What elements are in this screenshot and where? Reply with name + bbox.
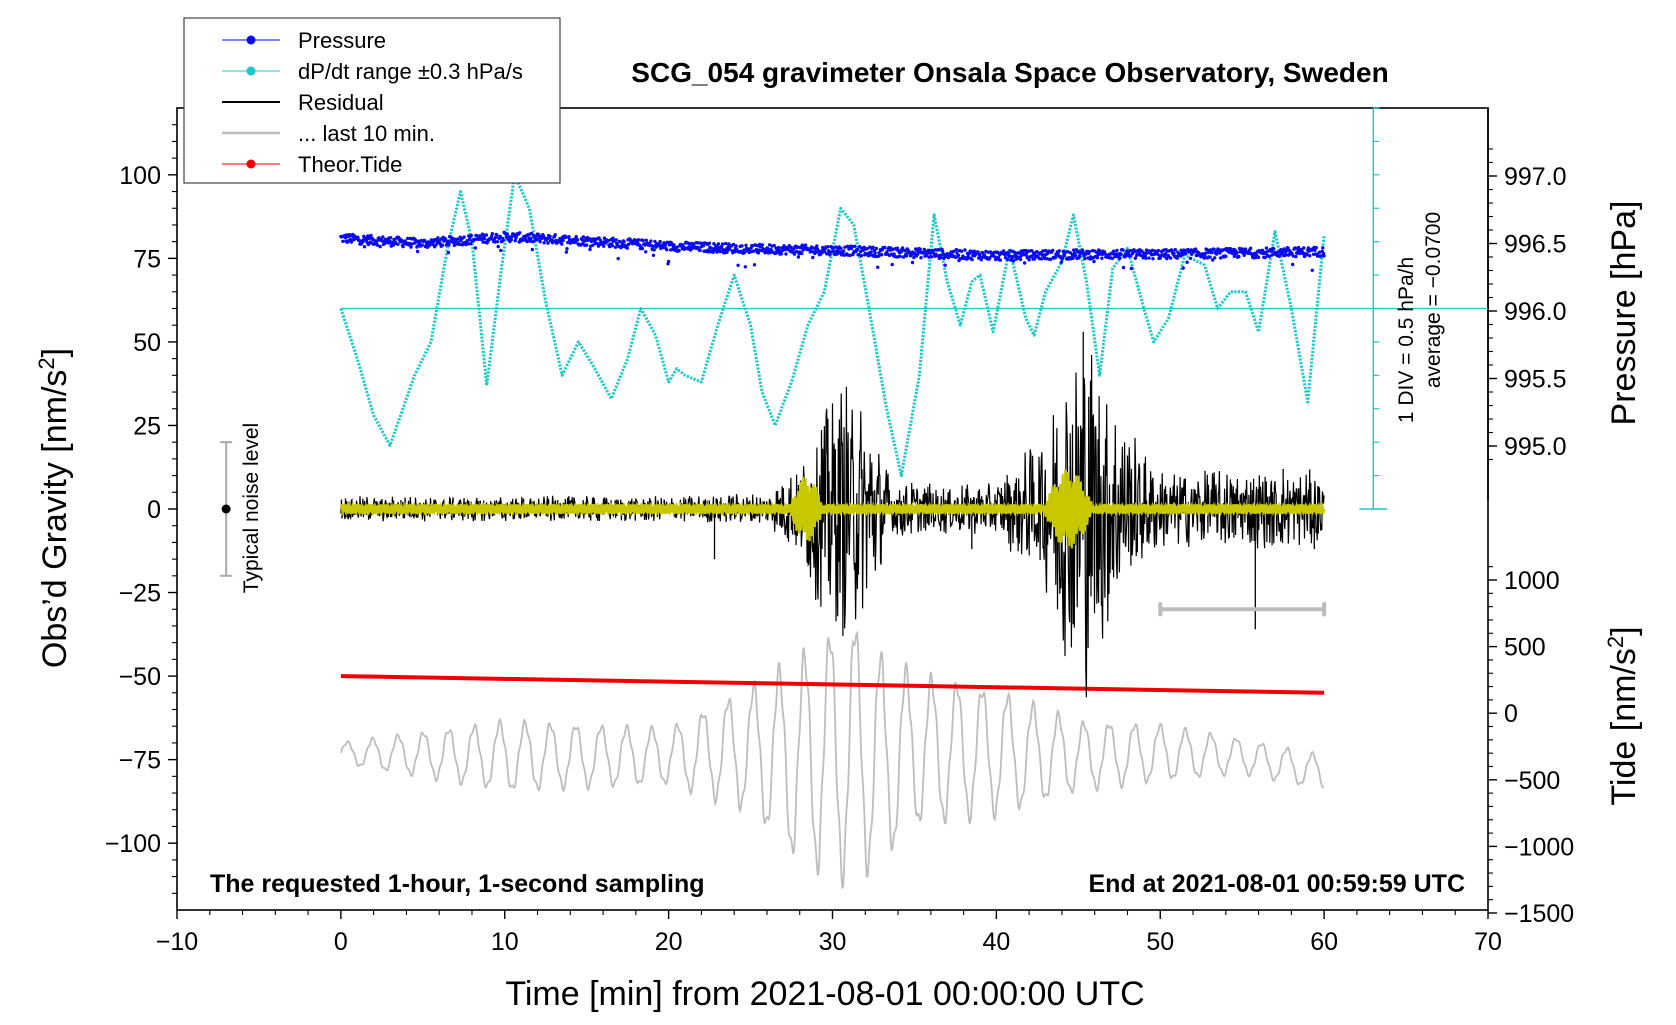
noise-bar-dot <box>221 504 231 514</box>
legend-entry-pressure: Pressure <box>222 28 386 53</box>
axis-ticks: −10 0 10 20 30 40 50 60 701007550250−25−50−75−10… <box>105 124 1574 956</box>
legend-entry-last10: ... last 10 min. <box>222 121 435 146</box>
legend-label: ... last 10 min. <box>298 121 435 146</box>
x-tick-label: 70 <box>1474 928 1502 956</box>
y-tick-label: 100 <box>119 162 161 190</box>
tide-tick-label: −1500 <box>1504 900 1574 928</box>
tide-axis-title-sup: 2 <box>1603 636 1628 648</box>
pressure-dots <box>339 230 1326 272</box>
legend-entry-tide: Theor.Tide <box>222 152 402 177</box>
bottom-left-note: The requested 1-hour, 1-second sampling <box>210 870 705 898</box>
x-tick-label: 50 <box>1146 928 1174 956</box>
tide-tick-label: 500 <box>1504 634 1546 662</box>
legend-label: Residual <box>298 90 384 115</box>
tide-tick-label: 0 <box>1504 700 1518 728</box>
y-tick-label: −100 <box>105 830 161 858</box>
last10-range-bar <box>1158 602 1327 617</box>
last10-line <box>340 630 1325 889</box>
dpdt-scale <box>340 107 1488 510</box>
y-axis-title-main: Obs’d Gravity [nm/s <box>36 370 74 669</box>
chart-title: SCG_054 gravimeter Onsala Space Observat… <box>631 57 1388 88</box>
y-tick-label: 25 <box>133 412 161 440</box>
pressure-tick-label: 996.0 <box>1504 298 1567 326</box>
average-label: average = −0.0700 <box>1422 212 1445 388</box>
x-tick-label: 10 <box>491 928 519 956</box>
y-tick-label: 50 <box>133 329 161 357</box>
noise-level-bar <box>220 441 233 577</box>
legend-label: Theor.Tide <box>298 152 402 177</box>
legend: Pressure dP/dt range ±0.3 hPa/s Residual… <box>183 17 561 184</box>
pressure-tick-label: 995.5 <box>1504 366 1567 394</box>
tide-series <box>340 674 1325 695</box>
residual-filtered-line <box>339 469 1326 549</box>
y-axis-title-end: ] <box>36 348 74 357</box>
noise-level-label: Typical noise level <box>240 423 263 593</box>
legend-label: dP/dt range ±0.3 hPa/s <box>298 59 523 84</box>
pressure-tick-label: 996.5 <box>1504 231 1567 259</box>
y-axis-title-sup: 2 <box>34 357 59 369</box>
y-tick-label: −50 <box>119 663 161 691</box>
tide-tick-label: 1000 <box>1504 567 1560 595</box>
x-tick-label: −10 <box>156 928 198 956</box>
tide-tick-label: −1000 <box>1504 833 1574 861</box>
x-tick-label: 40 <box>982 928 1010 956</box>
last10-series <box>340 630 1325 889</box>
y-tick-label: −75 <box>119 747 161 775</box>
legend-swatch-dot <box>246 159 256 169</box>
legend-entry-dpdt: dP/dt range ±0.3 hPa/s <box>222 59 523 84</box>
x-tick-label: 30 <box>819 928 847 956</box>
legend-swatch-dot <box>246 66 256 76</box>
tide-axis-title-main: Tide [nm/s <box>1605 648 1643 805</box>
legend-label: Pressure <box>298 28 386 53</box>
legend-box <box>183 17 561 184</box>
y-tick-label: 0 <box>147 496 161 524</box>
pressure-series <box>339 230 1326 272</box>
y-tick-label: −25 <box>119 580 161 608</box>
tide-axis-title: Tide [nm/s2] <box>1603 626 1643 805</box>
pressure-tick-label: 997.0 <box>1504 163 1567 191</box>
y-axis-title: Obs’d Gravity [nm/s2] <box>34 348 74 668</box>
legend-swatch-dot <box>246 35 256 45</box>
div-label: 1 DIV = 0.5 hPa/h <box>1395 257 1418 423</box>
x-tick-label: 20 <box>655 928 683 956</box>
pressure-axis-title: Pressure [hPa] <box>1605 201 1643 426</box>
legend-entry-residual: Residual <box>222 90 384 115</box>
x-tick-label: 0 <box>334 928 348 956</box>
pressure-tick-label: 995.0 <box>1504 433 1567 461</box>
x-tick-label: 60 <box>1310 928 1338 956</box>
tide-axis-title-end: ] <box>1605 626 1643 635</box>
tide-tick-label: −500 <box>1504 767 1560 795</box>
residual-series <box>339 331 1326 698</box>
y-tick-label: 75 <box>133 245 161 273</box>
bottom-right-note: End at 2021-08-01 00:59:59 UTC <box>1088 870 1465 898</box>
x-axis-title: Time [min] from 2021-08-01 00:00:00 UTC <box>505 975 1144 1013</box>
tide-line <box>340 674 1325 695</box>
